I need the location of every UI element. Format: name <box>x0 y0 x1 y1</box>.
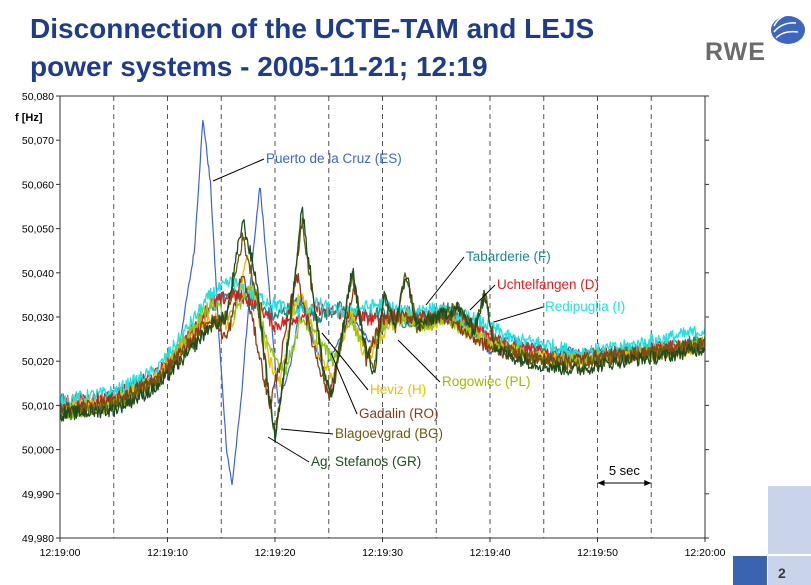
y-tick-label: 50,040 <box>22 268 54 280</box>
y-tick-label: 50,060 <box>22 179 54 191</box>
series-label: Heviz (H) <box>370 382 426 397</box>
series-label: Gadalin (RO) <box>359 406 439 421</box>
series-label: Blagoevgrad (BG) <box>335 426 443 441</box>
y-tick-label: 49,980 <box>22 533 54 545</box>
series-line <box>59 206 706 443</box>
hand-icon <box>771 13 807 44</box>
series-lines <box>59 119 706 486</box>
series-label: Rogowiec (PL) <box>442 374 531 389</box>
rwe-logo <box>771 13 807 44</box>
annotation-leader <box>493 306 544 323</box>
y-tick-label: 50,070 <box>22 135 54 147</box>
decor-block-light <box>768 486 811 554</box>
y-tick-label: 50,010 <box>22 400 54 412</box>
y-tick-label: 49,990 <box>22 489 54 501</box>
y-tick-label: 50,000 <box>22 445 54 457</box>
x-tick-label: 12:19:30 <box>362 547 403 559</box>
annotation-leader <box>425 256 465 306</box>
series-label: Tabarderie (F) <box>466 249 551 264</box>
y-axis-label: f [Hz] <box>15 112 43 124</box>
y-tick-label: 50,050 <box>22 224 54 236</box>
x-tick-label: 12:20:00 <box>685 547 726 559</box>
y-tick-label: 50,020 <box>22 356 54 368</box>
y-tick-label: 50,080 <box>22 91 54 103</box>
annotation-leader <box>469 284 496 311</box>
title-line-1: Disconnection of the UCTE-TAM and LEJS <box>30 13 595 44</box>
title-line-2: power systems - 2005-11-21; 12:19 <box>30 51 488 82</box>
y-tick-label: 50,030 <box>22 312 54 324</box>
decor-block-light-2 <box>768 556 811 585</box>
x-tick-label: 12:19:10 <box>147 547 188 559</box>
annotation-leader <box>330 352 358 415</box>
scale-bar: 5 sec <box>597 463 652 486</box>
annotation-leader <box>280 428 334 435</box>
x-tick-label: 12:19:40 <box>470 547 511 559</box>
annotation-leader <box>397 339 441 383</box>
annotation-leader <box>212 158 265 182</box>
tick-labels: 50,080 50,070 50,060 50,050 50,040 50,030 50,0… <box>22 91 726 559</box>
annotation-leader <box>267 436 310 463</box>
slide-title: Disconnection of the UCTE-TAM and LEJS p… <box>30 10 670 86</box>
logo-text: RWE <box>705 38 766 66</box>
annotations: Puerto de la Cruz (ES) Tabarderie (F) Ucht… <box>212 151 625 469</box>
x-tick-label: 12:19:20 <box>255 547 296 559</box>
series-label: Uchtelfangen (D) <box>497 277 599 292</box>
series-label: Puerto de la Cruz (ES) <box>266 151 402 166</box>
annotation-leader <box>321 332 369 391</box>
scale-bar-label: 5 sec <box>609 463 641 478</box>
series-label: Redipuglia (I) <box>545 299 625 314</box>
series-label: Ag. Stefanos (GR) <box>311 454 421 469</box>
page-number: 2 <box>778 565 786 581</box>
x-tick-label: 12:19:50 <box>577 547 618 559</box>
decor-block-dark <box>733 556 767 585</box>
x-tick-label: 12:19:00 <box>40 547 81 559</box>
